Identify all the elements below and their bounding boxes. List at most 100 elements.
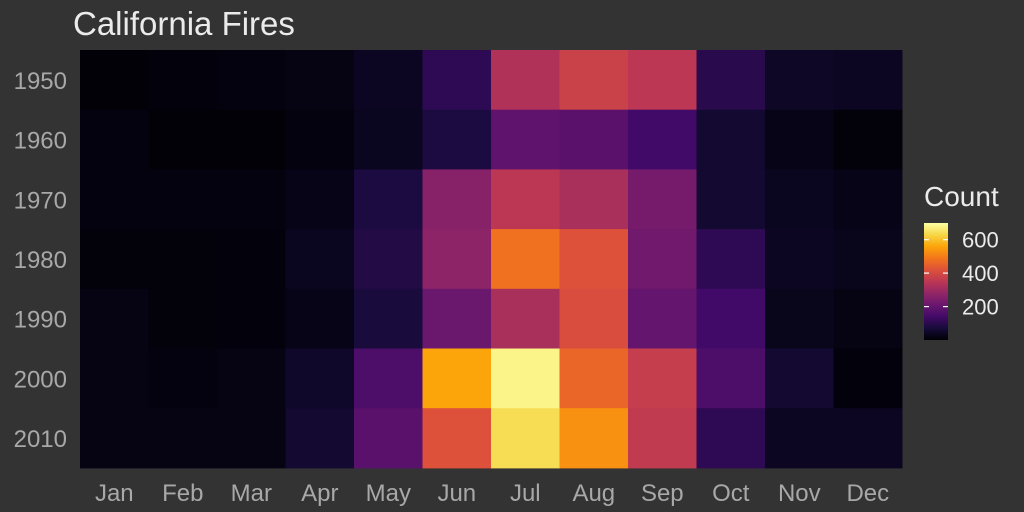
legend-title: Count [924, 181, 999, 212]
heatmap-cell [217, 288, 286, 349]
heatmap-cell [217, 229, 286, 290]
heatmap-cell [354, 169, 423, 230]
heatmap-cell [696, 348, 766, 409]
heatmap-cell [628, 50, 697, 111]
heatmap-cell [354, 408, 423, 469]
y-tick-label: 1960 [14, 128, 67, 155]
heatmap-cell [148, 109, 218, 170]
heatmap-cell [217, 169, 286, 230]
heatmap-cell [354, 109, 423, 170]
heatmap-cell [285, 109, 355, 170]
heatmap-cell [422, 348, 492, 409]
heatmap-cell [628, 229, 697, 290]
x-tick-label: Jun [437, 480, 476, 507]
heatmap-cells [80, 50, 903, 469]
heatmap-cell [422, 229, 492, 290]
heatmap-cell [559, 169, 629, 230]
heatmap-cell [491, 348, 560, 409]
heatmap-cell [80, 109, 149, 170]
heatmap-cell [148, 229, 218, 290]
heatmap-cell [80, 348, 149, 409]
legend-tick-label: 400 [962, 261, 999, 286]
heatmap-cell [833, 348, 903, 409]
heatmap-cell [765, 50, 834, 111]
y-tick-label: 1970 [14, 187, 67, 214]
heatmap-cell [628, 288, 697, 349]
heatmap-cell [491, 229, 560, 290]
x-tick-label: Mar [231, 480, 272, 507]
heatmap-cell [285, 288, 355, 349]
heatmap-cell [80, 288, 149, 349]
legend: Count 200 400 600 [924, 181, 999, 340]
heatmap-cell [833, 169, 903, 230]
y-tick-label: 2000 [14, 366, 67, 393]
heatmap-cell [148, 408, 218, 469]
legend-tick-label: 600 [962, 228, 999, 253]
heatmap-cell [833, 109, 903, 170]
heatmap-cell [285, 348, 355, 409]
heatmap-cell [628, 348, 697, 409]
y-tick-label: 1990 [14, 307, 67, 334]
chart-title: California Fires [73, 5, 295, 42]
y-tick-label: 1950 [14, 68, 67, 95]
heatmap-cell [285, 169, 355, 230]
heatmap-cell [559, 50, 629, 111]
legend-colorbar [924, 223, 948, 340]
x-tick-label: Sep [641, 480, 684, 507]
x-tick-label: Jul [510, 480, 541, 507]
y-axis-labels: 1950 1960 1970 1980 1990 2000 2010 [14, 68, 67, 453]
heatmap-cell [354, 288, 423, 349]
heatmap-cell [559, 288, 629, 349]
heatmap-cell [285, 50, 355, 111]
heatmap-cell [765, 109, 834, 170]
heatmap-cell [80, 169, 149, 230]
x-tick-label: Aug [572, 480, 615, 507]
heatmap-cell [491, 288, 560, 349]
heatmap-cell [559, 229, 629, 290]
y-tick-label: 2010 [14, 426, 67, 453]
x-tick-label: Apr [301, 480, 338, 507]
heatmap-cell [491, 109, 560, 170]
heatmap-cell [628, 109, 697, 170]
legend-ticks: 200 400 600 [924, 228, 999, 320]
heatmap-cell [765, 169, 834, 230]
heatmap-cell [422, 109, 492, 170]
heatmap-cell [148, 50, 218, 111]
heatmap-cell [148, 288, 218, 349]
heatmap-cell [833, 288, 903, 349]
heatmap-cell [422, 169, 492, 230]
heatmap-cell [285, 229, 355, 290]
heatmap-cell [833, 229, 903, 290]
y-tick-label: 1980 [14, 247, 67, 274]
heatmap-cell [80, 408, 149, 469]
x-tick-label: Jan [95, 480, 134, 507]
heatmap-cell [422, 50, 492, 111]
x-tick-label: Nov [778, 480, 821, 507]
heatmap-cell [217, 50, 286, 111]
heatmap-cell [696, 50, 766, 111]
heatmap-cell [833, 50, 903, 111]
heatmap-cell [80, 229, 149, 290]
heatmap-cell [696, 408, 766, 469]
heatmap-cell [491, 50, 560, 111]
heatmap-cell [833, 408, 903, 469]
heatmap-cell [559, 109, 629, 170]
heatmap-cell [422, 288, 492, 349]
x-tick-label: May [366, 480, 411, 507]
heatmap-cell [765, 408, 834, 469]
heatmap-cell [148, 348, 218, 409]
legend-tick-label: 200 [962, 295, 999, 320]
x-axis-labels: Jan Feb Mar Apr May Jun Jul Aug Sep Oct Nov Dec [95, 480, 889, 507]
x-tick-label: Dec [846, 480, 889, 507]
heatmap-cell [422, 408, 492, 469]
heatmap-cell [354, 348, 423, 409]
heatmap-cell [559, 408, 629, 469]
heatmap-cell [628, 408, 697, 469]
heatmap-cell [696, 229, 766, 290]
heatmap-cell [628, 169, 697, 230]
heatmap-cell [80, 50, 149, 111]
x-tick-label: Oct [712, 480, 750, 507]
heatmap-cell [765, 348, 834, 409]
heatmap-cell [217, 109, 286, 170]
